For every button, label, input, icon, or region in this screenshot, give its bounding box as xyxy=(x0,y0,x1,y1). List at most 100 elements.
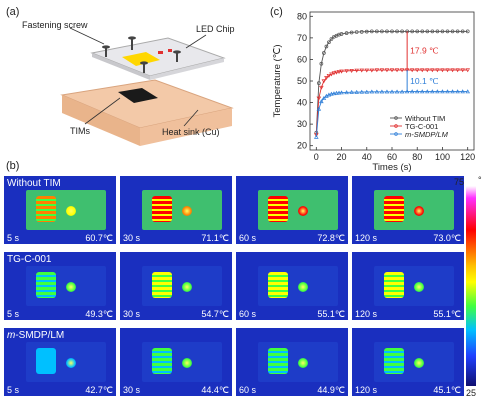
y-tick-label: 80 xyxy=(297,11,307,21)
data-point xyxy=(344,31,349,35)
x-tick-label: 100 xyxy=(435,152,450,162)
tile-time: 60 s xyxy=(239,385,257,395)
thermal-image-tile: 120 s 45.1℃ xyxy=(352,328,464,396)
data-point xyxy=(329,91,334,96)
thermal-image-tile: 60 s 55.1℃ xyxy=(236,252,348,320)
data-point xyxy=(460,29,465,34)
data-point xyxy=(455,29,460,34)
coil-hotspot xyxy=(36,272,56,298)
tile-temperature: 44.4℃ xyxy=(201,385,229,395)
annotation-label: 10.1 ℃ xyxy=(410,76,439,86)
x-tick-label: 40 xyxy=(362,152,372,162)
data-point xyxy=(324,44,329,49)
thermal-image-tile: 5 s 60.7℃ Without TIM xyxy=(4,176,116,244)
data-point xyxy=(465,68,471,73)
data-point xyxy=(440,89,445,94)
thermal-image-tile: 60 s 72.8℃ xyxy=(236,176,348,244)
data-point xyxy=(420,29,425,34)
data-point xyxy=(455,89,460,94)
x-tick-label: 120 xyxy=(460,152,475,162)
data-point xyxy=(369,29,374,34)
legend-marker xyxy=(394,132,398,136)
led-hotspot xyxy=(298,358,308,368)
tile-temperature: 49.3℃ xyxy=(85,309,113,319)
data-point xyxy=(322,51,326,55)
y-tick-label: 40 xyxy=(297,98,307,108)
panel-c-label: (c) xyxy=(270,6,283,18)
y-tick-label: 20 xyxy=(297,141,307,151)
data-point xyxy=(435,29,440,34)
tile-temperature: 55.1℃ xyxy=(317,309,345,319)
label-heat-sink: Heat sink (Cu) xyxy=(162,127,220,137)
tile-time: 5 s xyxy=(7,385,20,395)
y-tick-label: 30 xyxy=(297,119,307,129)
data-point xyxy=(389,68,395,73)
tile-time: 30 s xyxy=(123,309,141,319)
data-point xyxy=(344,90,349,95)
data-point xyxy=(339,90,344,95)
tile-temperature: 42.7℃ xyxy=(85,385,113,395)
data-point xyxy=(460,68,465,73)
tile-time: 30 s xyxy=(123,233,141,243)
x-tick-label: 60 xyxy=(387,152,397,162)
data-point xyxy=(369,89,375,94)
tile-temperature: 60.7℃ xyxy=(85,233,113,243)
series-line-0 xyxy=(315,30,468,133)
panel-b-label: (b) xyxy=(6,160,20,172)
data-point xyxy=(344,69,349,74)
tile-temperature: 71.1℃ xyxy=(201,233,229,243)
data-point xyxy=(359,68,365,73)
tile-time: 120 s xyxy=(355,385,378,395)
data-point xyxy=(324,76,329,81)
data-point xyxy=(374,68,380,73)
thermal-image-tile: 60 s 44.9℃ xyxy=(236,328,348,396)
data-point xyxy=(445,68,450,73)
data-point xyxy=(349,68,354,73)
data-point xyxy=(379,89,385,94)
data-point xyxy=(339,69,344,74)
tile-time: 120 s xyxy=(355,233,378,243)
annotation-label: 17.9 ℃ xyxy=(410,46,439,56)
data-point xyxy=(349,30,354,35)
legend-entry: Without TIM xyxy=(405,114,445,123)
data-point xyxy=(379,68,385,73)
tile-temperature: 73.0℃ xyxy=(433,233,461,243)
data-point xyxy=(329,72,334,77)
data-point xyxy=(435,89,440,94)
led-hotspot xyxy=(414,282,424,292)
data-point xyxy=(331,71,337,76)
data-point xyxy=(455,68,460,73)
coil-hotspot xyxy=(384,348,404,374)
colorbar-min: 25 xyxy=(466,388,477,398)
coil-hotspot xyxy=(152,196,172,222)
row-label: m-SMDP/LM xyxy=(7,330,65,341)
data-point xyxy=(399,68,405,73)
data-point xyxy=(390,29,394,34)
data-point xyxy=(430,89,435,94)
tile-time: 60 s xyxy=(239,233,257,243)
label-fastening-screw: Fastening screw xyxy=(22,20,88,30)
data-point xyxy=(336,90,342,95)
tile-time: 5 s xyxy=(7,233,20,243)
data-point xyxy=(430,29,435,34)
data-point xyxy=(419,89,425,94)
tile-temperature: 45.1℃ xyxy=(433,385,461,395)
data-point xyxy=(334,90,339,95)
coil-hotspot xyxy=(268,272,288,298)
coil-hotspot xyxy=(152,272,172,298)
data-point xyxy=(445,29,450,34)
legend-entry: TG-C-001 xyxy=(405,122,438,131)
data-point xyxy=(354,89,359,94)
tile-time: 60 s xyxy=(239,309,257,319)
data-point xyxy=(364,89,370,94)
data-point xyxy=(430,68,435,73)
row-label: TG-C-001 xyxy=(7,254,52,265)
data-point xyxy=(409,68,415,73)
thermal-image-tile: 120 s 73.0℃ xyxy=(352,176,464,244)
yellow-pad xyxy=(122,52,160,66)
led-hotspot xyxy=(66,206,76,216)
data-point xyxy=(425,29,430,34)
data-point xyxy=(329,37,334,41)
data-point xyxy=(327,40,331,45)
data-point xyxy=(349,89,354,94)
